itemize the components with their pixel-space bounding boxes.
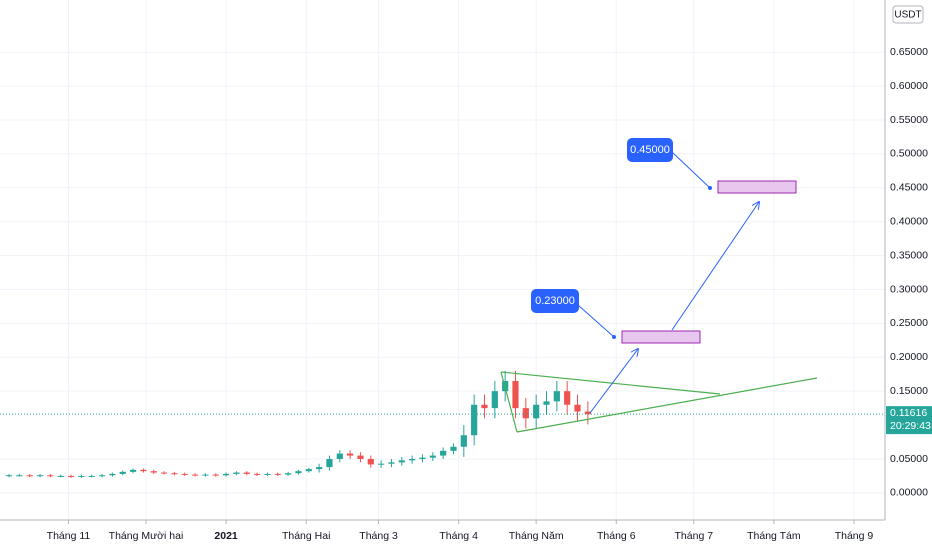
candle-body — [202, 474, 209, 476]
candle-body — [584, 411, 591, 415]
candle-body — [326, 458, 333, 468]
x-tick-label: Tháng 11 — [47, 530, 91, 542]
currency: USDT — [894, 10, 921, 21]
candle-body — [440, 450, 447, 456]
x-tick-label: Tháng 9 — [835, 530, 874, 542]
y-tick-label: 0.35000 — [890, 249, 928, 261]
y-tick-label: 0.00000 — [890, 487, 928, 499]
x-tick-label: Tháng 6 — [597, 530, 636, 542]
y-tick-label: 0.05000 — [890, 453, 928, 465]
candle-body — [274, 473, 281, 475]
candle-body — [150, 471, 157, 473]
candle-body — [295, 471, 302, 474]
candle-body — [460, 435, 467, 447]
callout-label: 0.45000 — [630, 144, 670, 156]
callout-dot — [708, 186, 712, 190]
candle-body — [98, 475, 106, 477]
callout — [627, 138, 673, 162]
y-tick-label: 0.40000 — [890, 215, 928, 227]
x-tick-label: 2021 — [214, 530, 238, 542]
last-price-badge — [886, 406, 932, 435]
projection-arrows — [577, 151, 759, 414]
candle-body — [254, 473, 261, 475]
candle-body — [5, 475, 13, 477]
candle-body — [336, 453, 343, 459]
candle-body — [243, 472, 250, 474]
candle-body — [533, 404, 540, 419]
candle-body — [181, 473, 188, 475]
candle-body — [160, 472, 168, 474]
candle-body — [129, 469, 137, 472]
target-box — [717, 180, 797, 194]
candle-body — [285, 473, 292, 475]
candle-body — [553, 391, 560, 402]
candle-body — [26, 475, 33, 477]
y-tick-label: 0.65000 — [890, 46, 928, 58]
candle-body — [109, 473, 116, 476]
candle-body — [78, 475, 85, 477]
candle-body — [522, 408, 529, 419]
candle-body — [357, 455, 364, 459]
target-box — [621, 330, 701, 344]
candle-body — [471, 404, 478, 436]
x-tick-label: Tháng Hai — [282, 530, 330, 542]
candle-body — [57, 475, 64, 477]
candle-body — [212, 474, 219, 476]
candle-body — [398, 460, 405, 463]
candle-body — [171, 473, 178, 475]
candle-body — [419, 457, 426, 459]
x-tick-label: Tháng Năm — [509, 530, 564, 542]
candle-body — [512, 381, 519, 409]
candle-body — [191, 474, 199, 476]
callout-label: 0.23000 — [535, 295, 575, 307]
candle-body — [378, 463, 385, 465]
y-tick-label: 0.50000 — [890, 148, 928, 160]
x-tick-label: Tháng 4 — [439, 530, 478, 542]
candle-body — [574, 404, 581, 412]
candle-body — [119, 471, 126, 474]
candle-body — [367, 458, 374, 465]
x-tick-label: Tháng Tám — [747, 530, 801, 542]
candle-body — [491, 391, 498, 409]
candle-body — [429, 455, 436, 458]
currency-badge — [892, 5, 924, 24]
candle-body — [36, 475, 44, 477]
candle-body — [564, 391, 571, 405]
x-tick-label: Tháng Mười hai — [109, 530, 184, 542]
candle-body — [543, 401, 550, 405]
candle-body — [388, 462, 395, 464]
candle-body — [347, 453, 354, 456]
candle-body — [47, 475, 54, 477]
countdown-label: 20:29:43 — [890, 420, 931, 432]
x-tick-label: Tháng 7 — [675, 530, 714, 542]
candle-body — [222, 473, 230, 476]
y-tick-label: 0.45000 — [890, 182, 928, 194]
y-tick-label: 0.15000 — [890, 385, 928, 397]
y-tick-label: 0.60000 — [890, 80, 928, 92]
last-price-label: 0.11616 — [890, 407, 927, 419]
candle-body — [481, 404, 488, 409]
candle-body — [450, 446, 457, 451]
candle-body — [88, 475, 95, 477]
triangle-pattern — [500, 371, 818, 433]
y-tick-label: 0.20000 — [890, 351, 928, 363]
candle-body — [233, 472, 240, 474]
callout — [531, 289, 579, 313]
y-tick-label: 0.25000 — [890, 317, 928, 329]
candle-body — [67, 475, 75, 477]
candle-body — [264, 473, 271, 475]
candle-body — [316, 467, 323, 470]
y-tick-label: 0.30000 — [890, 283, 928, 295]
callout-dot — [612, 335, 616, 339]
x-tick-label: Tháng 3 — [359, 530, 398, 542]
candle-body — [16, 475, 23, 477]
candle-body — [409, 458, 416, 461]
candle-body — [140, 469, 147, 472]
y-tick-label: 0.55000 — [890, 114, 928, 126]
candle-body — [305, 469, 312, 472]
